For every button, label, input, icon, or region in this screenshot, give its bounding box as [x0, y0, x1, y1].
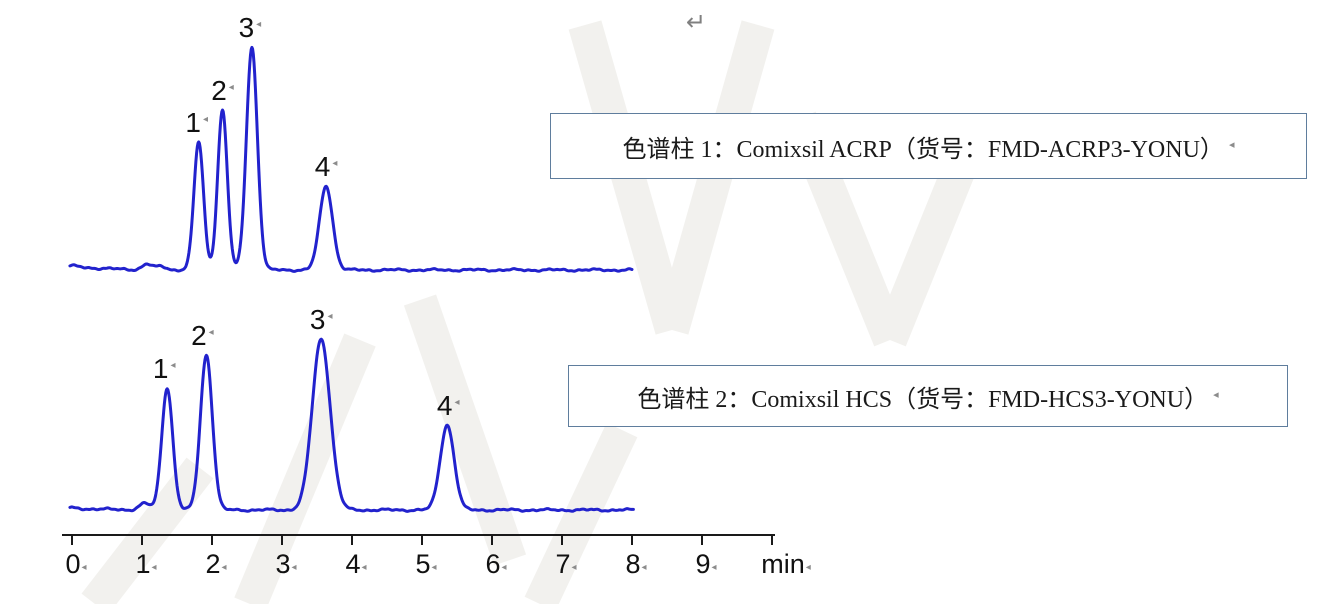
- peak-label: 3 ◂: [239, 12, 262, 43]
- x-axis-tick-label: 2◂: [205, 549, 226, 579]
- x-axis-tick-label: 1◂: [135, 549, 156, 579]
- watermark-stroke: [524, 422, 638, 604]
- x-axis-tick-label: 9◂: [695, 549, 716, 579]
- x-axis-tick-label: 4◂: [345, 549, 366, 579]
- peak-label: 4 ◂: [437, 390, 460, 421]
- peak-label: 3 ◂: [310, 304, 333, 335]
- chromatogram-trace: [68, 45, 634, 273]
- callout-end-mark: ◂: [1228, 137, 1235, 151]
- paragraph-mark: ↵: [686, 8, 707, 36]
- column-1-callout-text: 色谱柱 1：Comixsil ACRP（货号：FMD-ACRP3-YONU）: [622, 136, 1224, 163]
- peak-label: 4 ◂: [315, 151, 338, 182]
- peak-label: 2 ◂: [191, 320, 214, 351]
- column-2-callout[interactable]: 色谱柱 2：Comixsil HCS（货号：FMD-HCS3-YONU） ◂: [568, 365, 1288, 427]
- peak-label: 2 ◂: [211, 75, 234, 106]
- x-axis-tick-label: 0◂: [65, 549, 86, 579]
- column-1-callout[interactable]: 色谱柱 1：Comixsil ACRP（货号：FMD-ACRP3-YONU） ◂: [550, 113, 1307, 179]
- x-axis-tick-label: 8◂: [625, 549, 646, 579]
- column-2-callout-text: 色谱柱 2：Comixsil HCS（货号：FMD-HCS3-YONU）: [637, 386, 1209, 413]
- callout-end-mark: ◂: [1213, 387, 1219, 401]
- x-axis-tick-label: 6◂: [485, 549, 506, 579]
- peak-label: 1 ◂: [185, 107, 208, 138]
- x-axis-unit-label: min◂: [761, 549, 811, 579]
- peak-label: 1 ◂: [153, 353, 176, 384]
- x-axis-tick-label: 5◂: [415, 549, 436, 579]
- watermark-stroke: [403, 294, 527, 566]
- chromatogram-trace: [68, 337, 635, 513]
- x-axis-tick-label: 7◂: [555, 549, 576, 579]
- x-axis-tick-label: 3◂: [275, 549, 296, 579]
